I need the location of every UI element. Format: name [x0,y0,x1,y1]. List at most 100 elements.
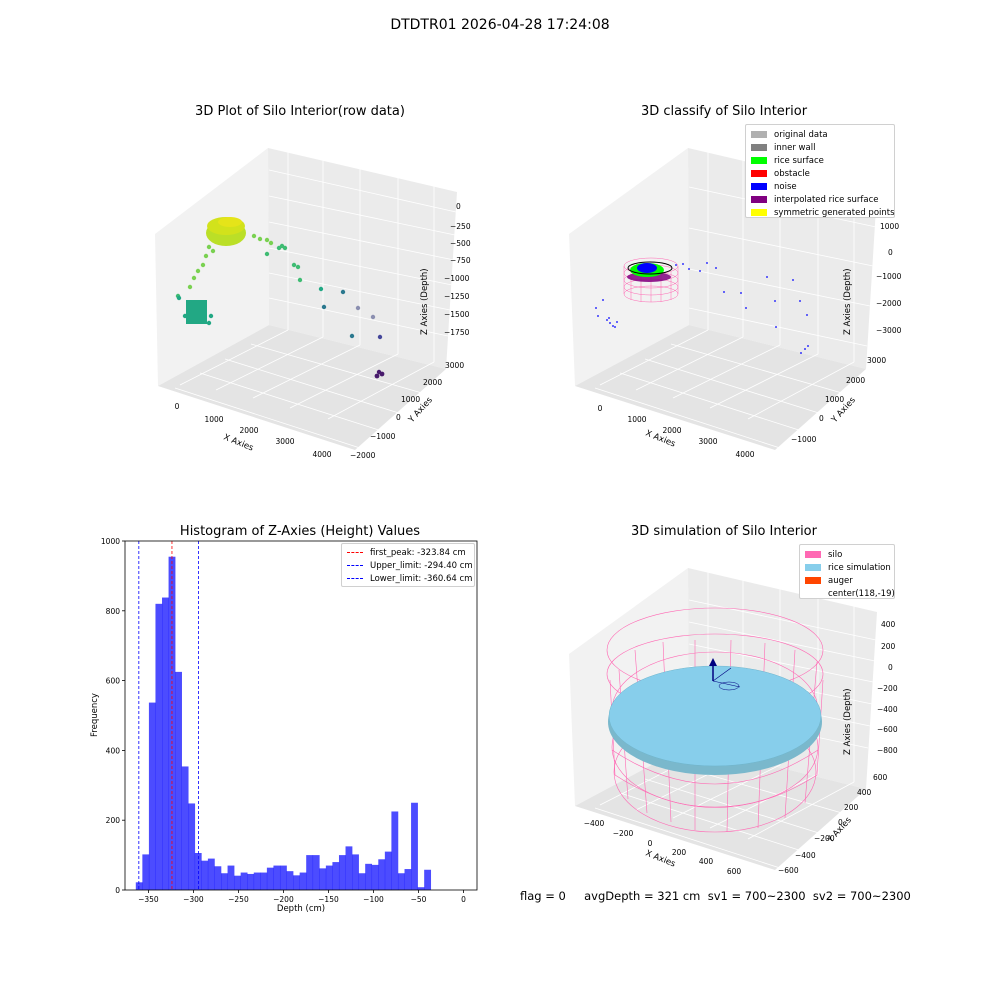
hist-bar [188,803,196,890]
p4-legend-item: center(118,-19) [805,587,895,600]
hist-y-tick-label: 1000 [101,537,120,546]
p4-y-tick: 200 [844,803,859,812]
hist-legend-item: Lower_limit: -360.64 cm [347,572,472,585]
p1-y-tick: 0 [396,413,401,422]
hist-x-tick-label: 0 [461,895,466,904]
hist-bar [260,872,268,890]
swatch-icon [805,551,821,558]
p2-z-tick: −3000 [876,326,902,335]
hist-bar [411,802,418,890]
hist-bar [240,872,248,890]
p1-y-tick: −1000 [370,432,396,441]
hist-x-tick-label: −300 [183,895,204,904]
hist-y-tick-label: 800 [106,607,121,616]
hist-bar [207,858,215,890]
panel3-histogram: −350 −300 −250 −200 −150 −100 −50 0 0 200 400 600 8… [90,537,478,914]
hist-bar [358,873,366,890]
p1-z-tick: −500 [450,239,471,248]
hist-y-label: Frequency [90,693,100,737]
hist-frame [124,540,478,891]
hist-bar [306,855,314,890]
p4-center-marker [709,658,741,691]
p2-x-tick: 3000 [698,437,717,446]
p2-x-tick: 1000 [627,415,646,424]
swatch-icon [751,131,767,138]
p2-legend-item: rice surface [751,154,889,167]
hist-bar [135,882,143,890]
hist-bar [214,866,222,890]
p4-z-tick: 0 [888,663,893,672]
p2-noise-points [595,262,809,354]
hist-bar [162,597,169,890]
hist-x-tick-label: −200 [273,895,294,904]
p4-legend-item: rice simulation [805,561,891,574]
hist-x-label: Depth (cm) [277,904,325,914]
hist-bar [234,875,241,890]
hist-bar [371,864,379,890]
hist-bar [227,865,235,890]
dashed-line-icon [347,552,363,553]
p4-z-label: Z Axies (Depth) [843,688,853,755]
hist-bar [155,603,163,890]
swatch-icon [751,183,767,190]
p4-y-tick: −200 [814,834,835,843]
hist-bar [279,865,287,890]
p2-y-tick: 2000 [846,376,865,385]
hist-bar [319,868,327,890]
p1-z-tick: −1250 [444,292,470,301]
p1-z-label: Z Axies (Depth) [420,268,430,335]
p4-x-tick: 200 [672,848,687,857]
p4-z-tick: 400 [881,620,896,629]
hist-bar [253,872,261,890]
p4-y-tick: 400 [857,788,872,797]
p2-z-tick: 0 [888,248,893,257]
p1-x-tick: 4000 [312,450,331,459]
panel4-axes: −400 −200 0 200 400 600 600 400 200 0 −2… [569,568,898,876]
p1-z-tick: 0 [456,202,461,211]
swatch-icon [805,577,821,584]
dashed-line-icon [347,565,363,566]
hist-bar [417,887,425,890]
panel2-axes: 0 1000 2000 3000 4000 3000 2000 1000 0 −… [569,148,902,459]
hist-bar [181,766,189,890]
p1-z-tick: −1000 [444,274,470,283]
hist-legend-item: Upper_limit: -294.40 cm [347,559,473,572]
p4-legend-item: auger [805,574,889,587]
p4-z-tick: −200 [877,684,898,693]
hist-bar [345,846,353,890]
swatch-icon [751,157,767,164]
figure-title: DTDTR01 2026-04-28 17:24:08 [390,17,610,33]
p1-points [175,217,385,379]
p4-legend-item: silo [805,548,889,561]
p2-legend-item: noise [751,180,889,193]
hist-legend-item: first_peak: -323.84 cm [347,546,469,559]
p1-z-tick: −750 [450,256,471,265]
p2-legend-item: obstacle [751,167,889,180]
p4-z-tick: −600 [877,725,898,734]
hist-y-tick-label: 0 [115,886,120,895]
p1-x-tick: 3000 [275,437,294,446]
hist-bar [338,855,346,890]
panel1-title: 3D Plot of Silo Interior(row data) [195,104,405,119]
p1-x-label: X Axies [222,433,255,454]
hist-bar [299,872,307,890]
p1-z-tick: −1500 [444,310,470,319]
hist-bar [273,865,281,890]
p2-z-label: Z Axies (Depth) [843,268,853,335]
swatch-icon [751,209,767,216]
swatch-icon [805,564,821,571]
hist-x-tick-label: −350 [138,895,159,904]
p4-x-tick: −400 [584,819,605,828]
hist-bar [391,811,399,890]
panel3-title: Histogram of Z-Axies (Height) Values [179,524,421,539]
p2-z-tick: −2000 [876,299,902,308]
p2-y-tick: 1000 [825,395,844,404]
hist-y-tick-label: 400 [106,746,121,755]
p4-z-tick: −400 [877,705,898,714]
p2-x-tick: 2000 [662,426,681,435]
p2-y-tick: −1000 [791,435,817,444]
p4-x-tick: 0 [648,839,653,848]
hist-bar [142,854,150,890]
panel2-title: 3D classify of Silo Interior [640,104,808,119]
p4-y-tick: −600 [778,866,799,875]
